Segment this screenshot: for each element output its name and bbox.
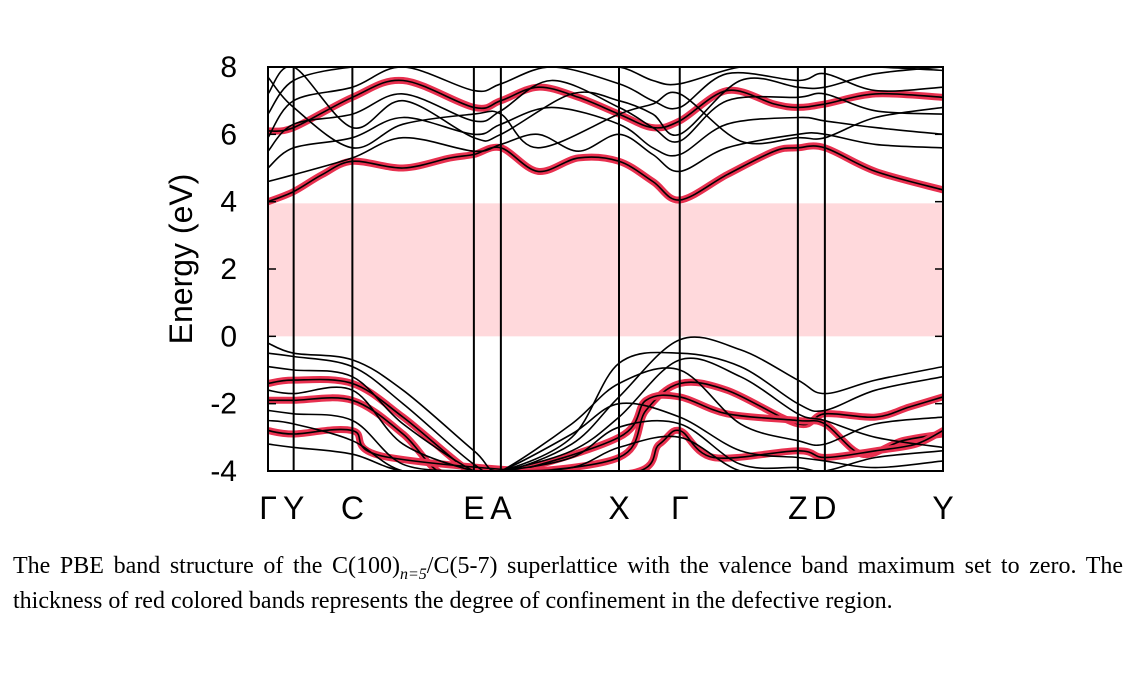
y-axis-title: Energy (eV) xyxy=(163,174,199,345)
kpoint-label-4: A xyxy=(490,490,512,526)
caption-subscript: n=5 xyxy=(399,565,427,583)
kpoint-label-5: X xyxy=(608,490,629,526)
band-gap-shading xyxy=(268,203,943,337)
kpoint-label-6: Γ xyxy=(671,490,689,526)
caption-text-2: /C(5-7) superlattice with the valence ba… xyxy=(13,553,1124,614)
y-axis-ticks: 8 6 4 2 0 -2 -4 xyxy=(210,51,943,488)
y-tick-label-5: -2 xyxy=(210,388,237,421)
kpoint-label-2: C xyxy=(341,490,364,526)
figure-caption: The PBE band structure of the C(100)n=5/… xyxy=(13,549,1123,619)
band-line-17 xyxy=(268,419,943,471)
y-tick-label-3: 2 xyxy=(220,253,237,286)
band-line-10 xyxy=(268,67,943,142)
caption-text-1: The PBE band structure of the C(100) xyxy=(13,553,400,579)
kpoint-label-8: D xyxy=(813,490,836,526)
band-line-5 xyxy=(268,132,943,183)
confined-band-glow-0 xyxy=(268,142,943,206)
band-line-13 xyxy=(268,351,943,471)
y-tick-label-0: 8 xyxy=(220,51,237,84)
confined-band-line-4 xyxy=(268,428,943,471)
kpoint-label-0: Γ xyxy=(259,490,277,526)
kpoint-label-9: Y xyxy=(932,490,953,526)
band-gap-region xyxy=(268,203,943,337)
kpoint-label-1: Y xyxy=(283,490,304,526)
band-line-14 xyxy=(268,357,943,471)
y-tick-label-2: 4 xyxy=(220,186,237,219)
band-line-18 xyxy=(268,435,943,471)
band-line-12 xyxy=(268,336,943,471)
y-tick-label-4: 0 xyxy=(220,320,237,353)
y-tick-label-1: 6 xyxy=(220,118,237,151)
kpoint-label-7: Z xyxy=(788,490,808,526)
y-tick-label-6: -4 xyxy=(210,455,237,488)
band-line-16 xyxy=(268,402,943,471)
high-symmetry-lines xyxy=(292,67,826,471)
kpoint-label-3: E xyxy=(463,490,484,526)
band-line-15 xyxy=(268,367,943,471)
